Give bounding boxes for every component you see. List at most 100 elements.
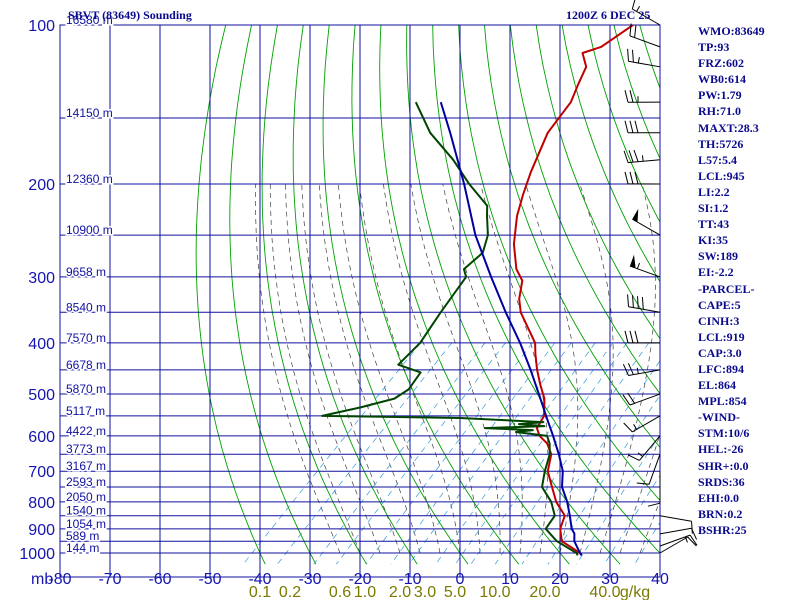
moist-adiabat-line — [619, 433, 660, 554]
sounding-index-item: MPL:854 — [698, 394, 747, 409]
wind-barb-staff — [629, 35, 661, 48]
sounding-index-item: L57:5.4 — [698, 152, 737, 167]
height-label: 589 m — [66, 529, 99, 543]
mixing-ratio-line — [313, 342, 486, 565]
height-label: 1054 m — [66, 517, 106, 531]
wind-barb-feather — [629, 171, 634, 185]
temperature-tick-label: -30 — [298, 571, 321, 588]
wind-barb-half-feather — [633, 423, 638, 430]
moist-adiabat-line — [525, 183, 579, 554]
mixing-ratio-label: 10.0 — [479, 584, 510, 600]
wind-barb — [624, 90, 661, 103]
height-label: 10900 m — [66, 223, 113, 237]
pressure-tick-label: 400 — [28, 336, 55, 353]
wind-barb — [624, 171, 661, 185]
wind-barb — [623, 149, 661, 164]
mixing-ratio-line — [604, 474, 660, 565]
height-label: 5870 m — [66, 382, 106, 396]
temperature-tick-label: 0 — [456, 571, 465, 588]
sounding-index-item: PW:1.79 — [698, 88, 742, 103]
wind-barb-feather — [629, 23, 632, 36]
pressure-tick-label: 1000 — [19, 546, 55, 563]
dewpoint-profile-line — [321, 101, 579, 556]
sounding-index-item: LFC:894 — [698, 361, 744, 376]
sounding-index-item: HEL:-26 — [698, 442, 744, 457]
temperature-tick-label: 20 — [551, 571, 569, 588]
wind-barb — [659, 515, 693, 534]
temperature-tick-label: 30 — [601, 571, 619, 588]
parcel-profile-line — [439, 101, 583, 556]
temperature-tick-label: -20 — [348, 571, 371, 588]
mixing-ratio-line — [390, 342, 556, 565]
mixing-ratio-label: 0.2 — [279, 584, 301, 600]
wind-barb-staff — [628, 60, 661, 68]
sounding-index-item: -PARCEL- — [698, 281, 755, 296]
wind-barb-feather — [637, 296, 639, 309]
sounding-index-item: BSHR:25 — [698, 522, 747, 537]
pressure-tick-label: 300 — [28, 270, 55, 287]
dry-adiabat-line — [406, 25, 621, 565]
wind-barb-pennant — [632, 208, 639, 223]
sounding-index-item: CAPE:5 — [698, 297, 741, 312]
temperature-tick-label: -60 — [148, 571, 171, 588]
dry-adiabat-line — [195, 25, 266, 565]
wind-barb-staff — [628, 306, 661, 313]
dry-adiabat-line — [458, 25, 660, 502]
sounding-index-item: KI:35 — [698, 233, 728, 248]
wind-barb-feather — [636, 482, 650, 485]
moist-adiabat-line — [318, 183, 421, 554]
wind-barb-feather — [633, 149, 639, 162]
wind-barb-feather — [691, 528, 698, 540]
dry-adiabat-line — [322, 25, 469, 565]
wind-barb-staff — [648, 454, 661, 485]
wind-barb-half-feather — [637, 452, 643, 457]
wind-barb-feather — [641, 296, 644, 310]
wind-barb-half-feather — [636, 262, 640, 269]
dry-adiabat-line — [432, 25, 660, 554]
mixing-ratio-line — [336, 342, 506, 565]
pressure-tick-label: 900 — [28, 522, 55, 539]
wind-barb-half-feather — [637, 57, 640, 64]
height-label: 16580 m — [66, 13, 113, 27]
wind-barb-pennant — [629, 254, 636, 268]
mixing-ratio-line — [435, 342, 596, 565]
wind-barb — [629, 254, 661, 278]
mixing-ratio-label: 20.0 — [529, 584, 560, 600]
wind-barb-staff — [629, 265, 661, 278]
temperature-tick-label: -70 — [98, 571, 121, 588]
sounding-index-item: -WIND- — [698, 410, 740, 425]
pressure-tick-label: 200 — [28, 177, 55, 194]
mixing-ratio-label: 40.0 — [589, 584, 620, 600]
wind-barb-feather — [634, 171, 639, 185]
wind-barb-staff — [629, 393, 661, 406]
sounding-index-item: EHI:0.0 — [698, 490, 740, 505]
sounding-index-item: WMO:83649 — [698, 24, 765, 38]
sounding-index-item: RH:71.0 — [698, 104, 741, 119]
sounding-index-item: EL:864 — [698, 378, 737, 393]
mixing-ratio-line — [243, 342, 421, 565]
dry-adiabat-line — [292, 25, 418, 565]
dry-adiabat-line — [509, 25, 660, 395]
wind-barb-staff — [659, 536, 688, 554]
height-label: 4422 m — [66, 424, 106, 438]
wind-barb — [624, 120, 661, 134]
sounding-index-item: SHR+:0.0 — [698, 458, 749, 473]
height-label: 3167 m — [66, 459, 106, 473]
height-label: 1540 m — [66, 504, 106, 518]
mixing-ratio-line — [547, 394, 660, 565]
sounding-index-item: LCL:945 — [698, 168, 745, 183]
wind-barb-feather — [691, 521, 693, 534]
temperature-tick-label: 40 — [651, 571, 669, 588]
moist-adiabat-line — [579, 183, 614, 554]
mixing-ratio-line — [277, 342, 453, 565]
sounding-index-item: BRN:0.2 — [698, 506, 743, 521]
sounding-index-item: SI:1.2 — [698, 201, 729, 216]
mixing-ratio-line — [576, 434, 660, 565]
sounding-index-item: MAXT:28.3 — [698, 120, 759, 135]
wind-barb — [622, 392, 661, 406]
valid-time: 1200Z 6 DEC 25 — [566, 8, 651, 22]
pressure-unit-label: mb — [31, 571, 53, 588]
height-label: 7570 m — [66, 331, 106, 345]
pressure-tick-label: 700 — [28, 464, 55, 481]
height-label: 144 m — [66, 541, 99, 555]
